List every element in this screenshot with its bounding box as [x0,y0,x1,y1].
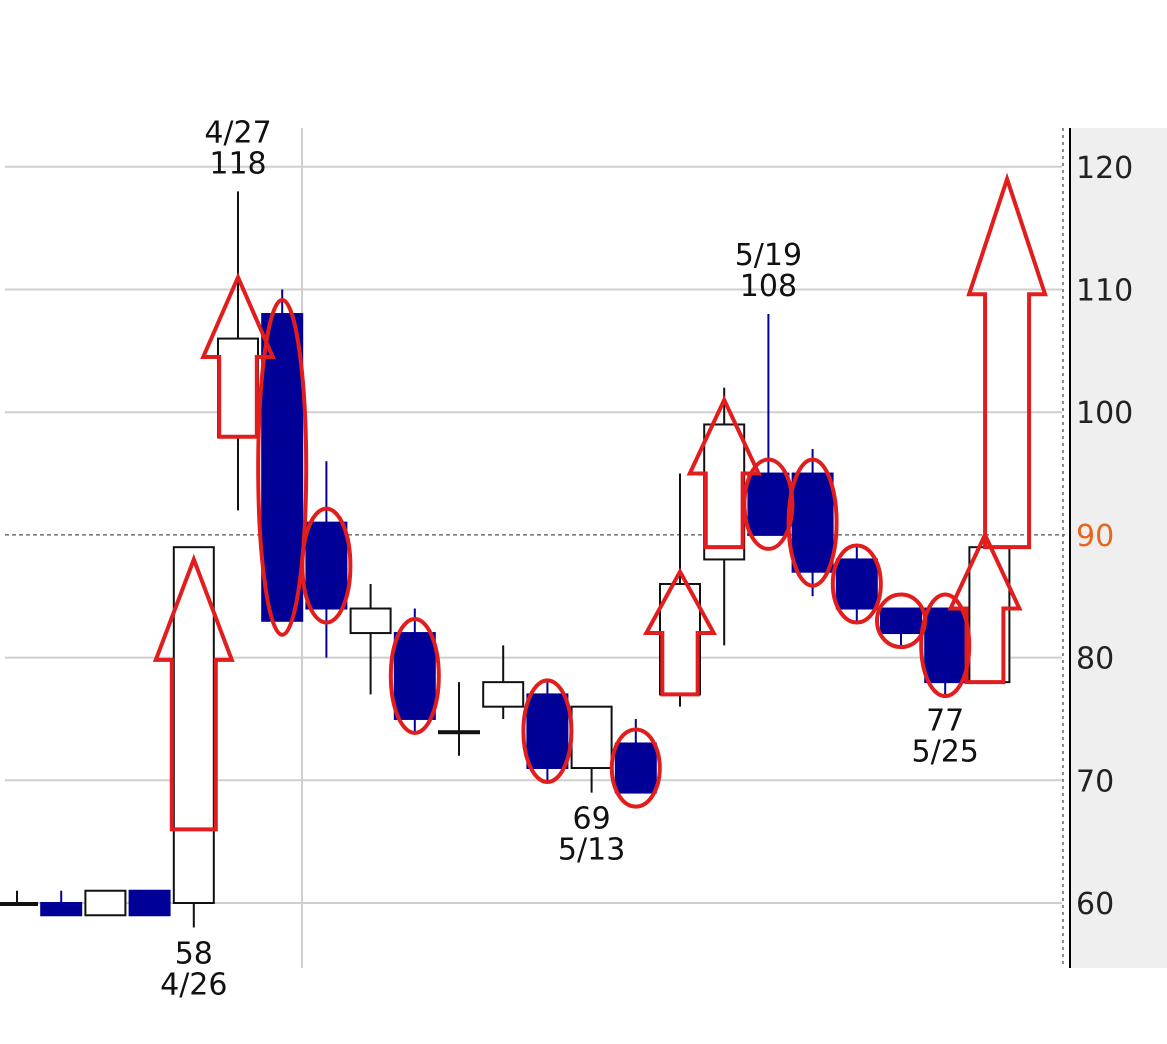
red-ellipse [256,298,309,637]
red-ellipse [830,543,883,625]
axis-panel-background [1070,128,1167,968]
annotation-line: 5/13 [558,833,625,868]
candle [659,473,701,707]
y-tick-label: 90 [1076,519,1114,554]
red-ellipse [742,457,795,551]
candle-body [835,558,878,610]
red-markups [152,172,1048,832]
candle [703,387,746,646]
candles [0,191,1011,928]
candle-body [438,730,480,735]
candle-body [172,546,215,904]
candle [482,645,525,719]
red-arrow [200,272,276,439]
candle [880,607,922,646]
candle-body [614,742,657,794]
candle [526,682,569,781]
candle [305,461,348,658]
annotation-line: 118 [209,146,266,181]
candle-body [659,582,701,696]
candle-body [349,607,392,635]
annotation-line: 5/25 [912,734,979,769]
candle [128,889,171,917]
candle-body [305,521,348,610]
candle [614,718,657,794]
red-ellipse [919,592,972,699]
price-annotation: 695/13 [558,802,625,868]
candle [791,449,834,597]
y-tick-label: 100 [1076,396,1133,431]
candle-body [217,337,259,438]
candle-body [128,889,171,917]
red-ellipse [388,617,441,735]
candle [835,547,878,621]
candle-body [84,889,127,917]
candle [924,607,967,695]
annotation-line: 58 [175,937,213,972]
candle-body [703,423,746,561]
candle-body [393,632,436,720]
candle-body [747,472,790,536]
y-tick-label: 120 [1076,151,1133,186]
candle-body [40,902,83,917]
candle-body [791,472,834,573]
candle [217,191,259,511]
red-arrow [642,567,718,697]
red-arrow [686,395,762,550]
candle [747,314,790,536]
y-tick-label: 60 [1076,887,1114,922]
candle-body [526,693,569,770]
candle-body [880,607,922,635]
candle [261,289,304,622]
annotation-line: 69 [573,802,611,837]
red-ellipse [609,727,662,809]
annotation-line: 108 [740,269,797,304]
annotation-line: 77 [926,703,964,738]
candle-body [482,681,525,708]
price-annotation: 775/25 [912,703,979,769]
red-ellipse [300,506,353,625]
candle [172,546,215,928]
candle [0,890,38,906]
candle [570,705,613,793]
annotation-line: 4/26 [160,968,227,1003]
red-ellipse [786,457,839,588]
annotation-line: 5/19 [735,238,802,273]
red-arrow [152,553,235,832]
candle-body [924,607,967,684]
y-tick-labels: 60 70 80 90 100 110 120 [1076,151,1133,922]
candle [40,890,83,917]
candle [393,608,436,732]
candle-body [570,705,613,770]
candle [438,682,480,756]
y-tick-label: 70 [1076,764,1114,799]
candle-body [261,313,304,622]
candle-body [0,902,38,906]
red-ellipse [521,678,574,785]
annotation-line: 4/27 [204,115,271,150]
candle [84,889,127,917]
candle [349,583,392,695]
price-annotation: 584/26 [160,937,227,1003]
y-tick-label: 110 [1076,274,1133,309]
red-arrow [966,172,1048,550]
y-tick-label: 80 [1076,642,1114,677]
